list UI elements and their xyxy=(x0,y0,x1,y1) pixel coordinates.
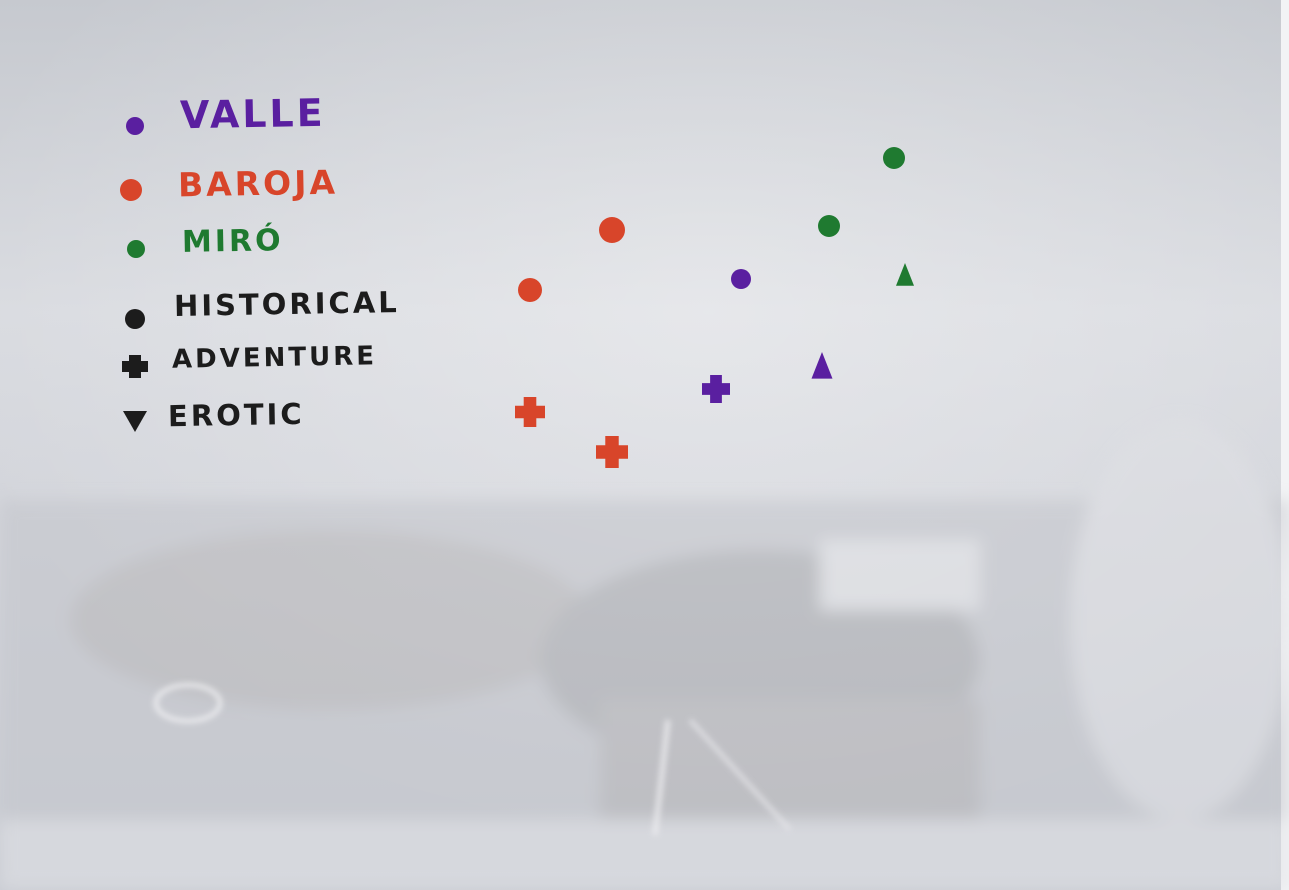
valle-color-dot xyxy=(126,117,144,135)
erotic-shape-icon xyxy=(123,411,147,432)
marker-miro-erotic xyxy=(896,263,914,286)
marker-baroja-adventure xyxy=(596,436,629,468)
legend-label-valle: VALLE xyxy=(179,90,326,138)
legend-label-miro: MIRÓ xyxy=(181,223,284,260)
marker-baroja-historical xyxy=(599,217,625,243)
baroja-color-dot xyxy=(120,179,142,201)
historical-shape-icon xyxy=(125,309,145,329)
legend-label-adventure: ADVENTURE xyxy=(171,341,378,375)
miro-color-dot xyxy=(127,240,145,258)
marker-valle-adventure xyxy=(702,375,730,403)
marker-miro-historical xyxy=(818,215,840,237)
legend xyxy=(120,117,148,432)
adventure-shape-icon xyxy=(122,355,148,378)
marker-valle-historical xyxy=(731,269,751,289)
marker-valle-erotic xyxy=(811,352,833,379)
legend-label-historical: HISTORICAL xyxy=(173,285,400,323)
room-reflection xyxy=(0,420,1289,890)
legend-label-baroja: BAROJA xyxy=(177,162,339,205)
marker-miro-historical xyxy=(883,147,905,169)
legend-label-erotic: EROTIC xyxy=(167,396,305,434)
marker-baroja-historical xyxy=(518,278,542,302)
marker-baroja-adventure xyxy=(515,397,545,428)
marker-layer xyxy=(515,147,914,468)
